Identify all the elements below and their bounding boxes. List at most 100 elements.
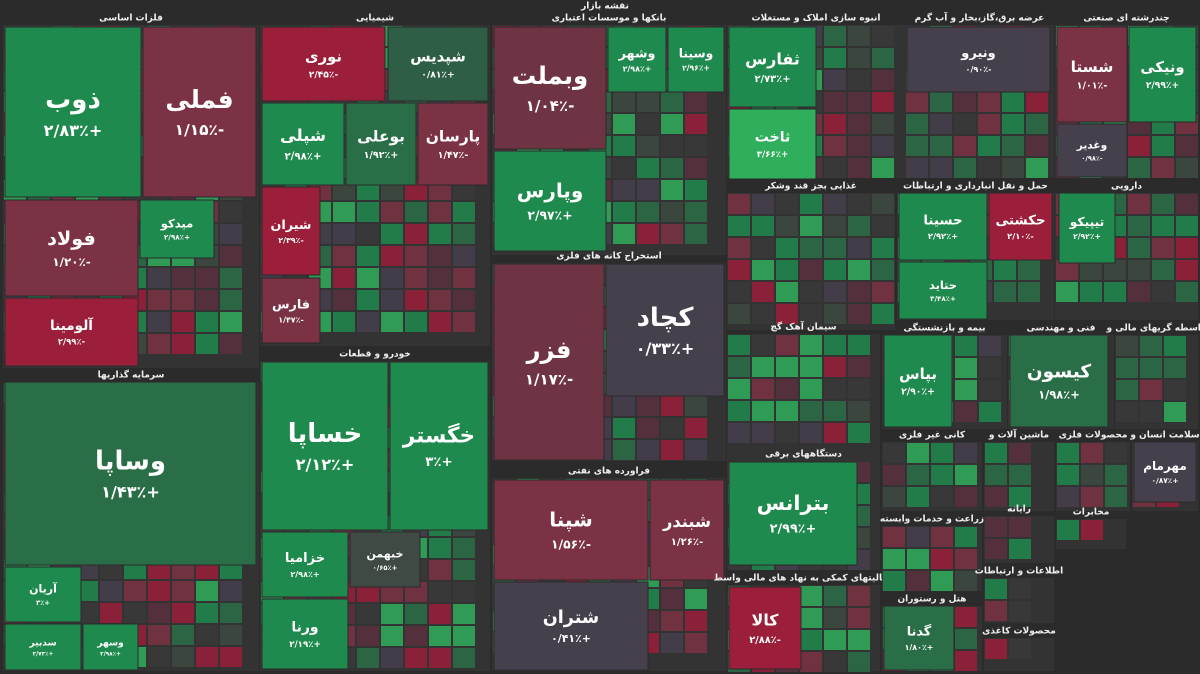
minor-tile (930, 136, 952, 156)
tile-change: -۰/۹۸٪ (1081, 154, 1102, 162)
minor-tile (1164, 402, 1186, 422)
minor-tile (1026, 136, 1048, 156)
minor-tile (985, 443, 1007, 463)
minor-tile (429, 538, 451, 558)
minor-tile (800, 357, 822, 377)
minor-tile (1140, 358, 1162, 378)
tile-name: وساپا (95, 446, 166, 476)
minor-tile (824, 158, 846, 178)
sector-title: سلامت انسان و (1129, 431, 1199, 441)
tile-change: -۲/۴۵٪ (309, 70, 339, 81)
tile (493, 479, 649, 581)
sector: سلامت انسان و مهرمام +۰/۸۷٪ (1129, 431, 1200, 511)
minor-tile (661, 396, 683, 416)
minor-tile (100, 603, 122, 623)
minor-tile (685, 224, 707, 244)
minor-tile (931, 465, 953, 485)
tile-name: میدکو (160, 216, 194, 231)
tile-change: -۱/۴۷٪ (278, 316, 304, 325)
sector-title: فلزات اساسی (99, 14, 163, 24)
minor-tile (776, 335, 798, 355)
tile-name: شبندر (662, 512, 711, 531)
minor-tile (954, 158, 976, 178)
tile (4, 623, 82, 671)
minor-tile (172, 581, 194, 601)
minor-tile (1128, 194, 1150, 214)
minor-tile (453, 648, 475, 668)
minor-tile (824, 335, 846, 355)
minor-tile (613, 136, 635, 156)
sector: حمل و نقل انبارداری و ارتباطات حسینا +۲/۹۲… (897, 182, 1054, 320)
tile (1056, 26, 1128, 123)
sector-title: بانکها و موسسات اعتباری (552, 14, 667, 24)
tile-change: +۱/۸۰٪ (905, 643, 934, 652)
minor-tile (955, 629, 977, 649)
sector-title: شیمیایی (356, 14, 394, 24)
minor-tile (661, 180, 683, 200)
sector: رایانه (984, 505, 1054, 563)
minor-tile (800, 379, 822, 399)
minor-tile (1009, 579, 1031, 599)
minor-tile (848, 70, 870, 90)
minor-tile (637, 440, 659, 460)
minor-tile (800, 282, 822, 302)
minor-tile (776, 357, 798, 377)
minor-tile (453, 224, 475, 244)
minor-tile (220, 647, 242, 667)
minor-tile (148, 603, 170, 623)
minor-tile (776, 423, 798, 443)
minor-tile (752, 282, 774, 302)
minor-tile (931, 487, 953, 507)
minor-tile (978, 158, 1000, 178)
minor-tile (685, 202, 707, 222)
sector: سیمان آهک گچ (727, 321, 880, 461)
minor-tile (172, 603, 194, 623)
minor-tile (955, 358, 977, 378)
tile-change: -۱/۰۴٪ (526, 97, 575, 115)
minor-tile (906, 158, 928, 178)
minor-tile (1164, 380, 1186, 400)
tile-change: -۱/۲۰٪ (52, 255, 90, 269)
tile-name: خساپا (288, 419, 362, 449)
sector-title: فراورده های نفتی (568, 467, 650, 477)
minor-tile (637, 114, 659, 134)
minor-tile (453, 202, 475, 222)
tile (493, 581, 649, 671)
minor-tile (931, 443, 953, 463)
minor-tile (1026, 158, 1048, 178)
minor-tile (148, 268, 170, 288)
minor-tile (907, 443, 929, 463)
minor-tile (848, 216, 870, 236)
minor-tile (872, 70, 894, 90)
tile-change: +۲/۱۲٪ (296, 455, 355, 474)
tile-change: +۲/۹۹٪ (1146, 81, 1179, 91)
tile-name: فولاد (47, 227, 96, 250)
tile-name: فملی (165, 85, 233, 114)
minor-tile (824, 652, 846, 672)
minor-tile (333, 290, 355, 310)
tile (1009, 334, 1109, 428)
minor-tile (1009, 465, 1031, 485)
minor-tile (800, 304, 822, 324)
minor-tile (1009, 601, 1031, 621)
sector-title: سرمایه گذاریها (98, 369, 165, 381)
minor-tile (1176, 238, 1198, 258)
minor-tile (1128, 136, 1150, 156)
minor-tile (196, 290, 218, 310)
minor-tile (848, 158, 870, 178)
minor-tile (954, 92, 976, 112)
minor-tile (872, 48, 894, 68)
minor-tile (405, 268, 427, 288)
tile (4, 199, 139, 297)
tile-name: نوری (305, 48, 342, 65)
minor-tile (405, 604, 427, 624)
minor-tile (728, 423, 750, 443)
tile-change: -۱/۴۷٪ (438, 150, 469, 161)
minor-tile (931, 527, 953, 547)
minor-tile (381, 648, 403, 668)
sector: فنی و مهندسی کیسون +۱/۹۸٪ (1008, 324, 1114, 429)
minor-tile (824, 70, 846, 90)
tile-name: بوعلی (357, 128, 405, 146)
sector-title: اطلاعات و ارتباطات (975, 567, 1063, 577)
minor-tile (661, 224, 683, 244)
